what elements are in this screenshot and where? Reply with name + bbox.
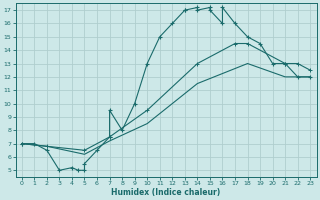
X-axis label: Humidex (Indice chaleur): Humidex (Indice chaleur) [111, 188, 221, 197]
